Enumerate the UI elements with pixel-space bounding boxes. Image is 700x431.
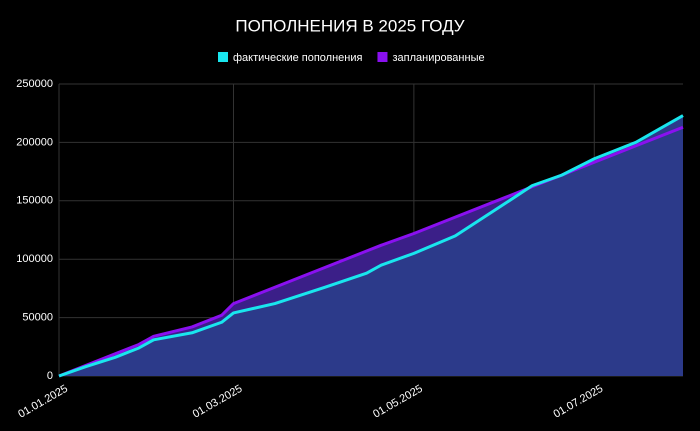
- y-tick-label: 100000: [16, 253, 53, 265]
- x-tick-label: 01.05.2025: [371, 383, 425, 421]
- x-tick-label: 01.03.2025: [191, 383, 245, 421]
- y-tick-label: 50000: [22, 312, 53, 324]
- y-tick-label: 250000: [16, 78, 53, 90]
- area: [59, 115, 683, 376]
- legend-swatch: [218, 52, 228, 62]
- y-tick-label: 150000: [16, 195, 53, 207]
- x-tick-label: 01.01.2025: [16, 383, 70, 421]
- y-tick-label: 200000: [16, 136, 53, 148]
- legend-swatch: [377, 52, 388, 62]
- line: [58, 114, 684, 378]
- legend-label: запланированные: [392, 52, 484, 64]
- legend-label: фактические пополнения: [233, 52, 363, 64]
- x-tick-label: 01.07.2025: [552, 383, 606, 421]
- y-tick-label: 0: [47, 370, 53, 382]
- chart-title: ПОПОЛНЕНИЯ В 2025 ГОДУ: [235, 16, 464, 35]
